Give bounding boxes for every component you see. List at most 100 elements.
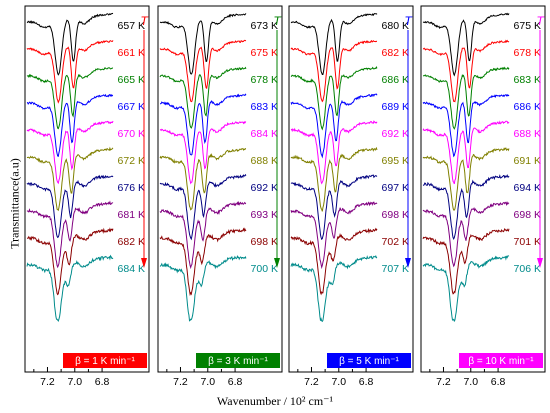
heating-rate-badge <box>63 353 147 368</box>
spectrum-line <box>159 13 247 75</box>
spectrum-line <box>26 120 114 185</box>
heating-rate-label: β = 1 K min⁻¹ <box>75 356 135 367</box>
panel-frame <box>288 5 414 373</box>
panel-frame <box>24 5 150 373</box>
temperature-label: 706 K <box>514 263 541 275</box>
spectrum-line <box>26 40 114 104</box>
spectrum-line <box>290 66 378 131</box>
temperature-label: 661 K <box>118 47 145 59</box>
temperature-label: 675 K <box>251 47 278 59</box>
temperature-label: 698 K <box>251 236 278 248</box>
temperature-label: 682 K <box>382 47 409 59</box>
spectrum-line <box>159 147 247 211</box>
temperature-arrowhead <box>274 258 280 268</box>
spectrum-line <box>422 93 510 158</box>
temperature-arrow-label: T <box>404 14 413 28</box>
spectrum-line <box>422 147 510 211</box>
spectrum-line <box>290 120 378 185</box>
spectrum-line <box>26 12 114 76</box>
spectrum-line <box>26 254 114 322</box>
temperature-label: 676 K <box>118 182 145 194</box>
spectrum-line <box>159 39 247 103</box>
temperature-arrow-label: T <box>273 14 282 28</box>
panel-4: 7.2 7.0 6.8 675 K 678 K 683 K 686 K 688 K 691 K 6… <box>420 5 546 388</box>
spectrum-line <box>422 120 510 185</box>
temperature-label: 695 K <box>382 155 409 167</box>
panel-frame <box>157 5 283 373</box>
spectrum-line <box>159 120 247 185</box>
x-tick-label: 7.2 <box>436 376 451 388</box>
temperature-label: 665 K <box>118 74 145 86</box>
heating-rate-label: β = 10 K min⁻¹ <box>468 356 534 367</box>
temperature-label: 673 K <box>251 20 278 32</box>
temperature-label: 700 K <box>251 263 278 275</box>
temperature-label: 681 K <box>118 209 145 221</box>
temperature-label: 692 K <box>382 128 409 140</box>
spectrum-line <box>290 93 378 159</box>
spectrum-line <box>290 174 378 241</box>
temperature-label: 688 K <box>251 155 278 167</box>
temperature-label: 672 K <box>118 155 145 167</box>
panel-2: 7.2 7.0 6.8 673 K 675 K 678 K 683 K 684 K 688 K 6… <box>157 5 283 388</box>
spectrum-line <box>159 173 247 241</box>
temperature-label: 686 K <box>382 74 409 86</box>
temperature-arrowhead <box>537 258 543 268</box>
x-tick-label: 7.2 <box>173 376 188 388</box>
temperature-label: 686 K <box>514 101 541 113</box>
temperature-arrowhead <box>405 258 411 268</box>
spectrum-line <box>422 39 510 103</box>
panel-3: 7.2 7.0 6.8 680 K 682 K 686 K 689 K 692 K 695 K 6… <box>288 5 414 388</box>
spectrum-line <box>422 174 510 241</box>
x-tick-label: 7.0 <box>331 376 346 388</box>
spectrum-line <box>422 201 510 268</box>
spectrum-line <box>26 93 114 158</box>
panel-frame <box>420 5 546 373</box>
temperature-label: 694 K <box>514 182 541 194</box>
temperature-label: 683 K <box>514 74 541 86</box>
temperature-label: 684 K <box>251 128 278 140</box>
spectrum-line <box>422 12 510 77</box>
temperature-label: 675 K <box>514 20 541 32</box>
x-tick-label: 6.8 <box>491 376 506 388</box>
temperature-label: 683 K <box>251 101 278 113</box>
heating-rate-label: β = 5 K min⁻¹ <box>339 356 399 367</box>
spectrum-line <box>26 227 114 296</box>
x-tick-label: 7.2 <box>304 376 319 388</box>
spectrum-line <box>290 255 378 323</box>
spectrum-line <box>290 39 378 103</box>
x-tick-label: 7.2 <box>40 376 55 388</box>
y-axis-label: Transmittance(a.u) <box>7 158 22 249</box>
temperature-label: 684 K <box>118 263 145 275</box>
temperature-label: 680 K <box>382 20 409 32</box>
temperature-arrow-label: T <box>536 14 545 28</box>
heating-rate-badge <box>196 353 280 368</box>
temperature-arrow-label: T <box>140 14 149 28</box>
temperature-label: 701 K <box>514 236 541 248</box>
spectrum-line <box>159 200 247 270</box>
spectrum-line <box>26 146 114 212</box>
temperature-label: 691 K <box>514 155 541 167</box>
temperature-label: 682 K <box>118 236 145 248</box>
x-tick-label: 7.0 <box>200 376 215 388</box>
temperature-label: 702 K <box>382 236 409 248</box>
temperature-label: 689 K <box>382 101 409 113</box>
temperature-label: 678 K <box>251 74 278 86</box>
spectrum-line <box>290 146 378 212</box>
spectrum-line <box>290 201 378 270</box>
spectrum-line <box>422 255 510 323</box>
temperature-label: 688 K <box>514 128 541 140</box>
x-tick-label: 6.8 <box>95 376 110 388</box>
heating-rate-badge <box>327 353 411 368</box>
spectrum-line <box>160 93 247 156</box>
temperature-label: 707 K <box>382 263 409 275</box>
spectrum-line <box>290 227 378 296</box>
spectrum-line <box>26 174 114 239</box>
temperature-label: 697 K <box>382 182 409 194</box>
heating-rate-badge <box>459 353 543 368</box>
heating-rate-label: β = 3 K min⁻¹ <box>208 356 268 367</box>
spectrum-line <box>159 227 247 297</box>
x-tick-label: 6.8 <box>228 376 243 388</box>
spectrum-line <box>422 228 510 295</box>
x-tick-label: 6.8 <box>359 376 374 388</box>
